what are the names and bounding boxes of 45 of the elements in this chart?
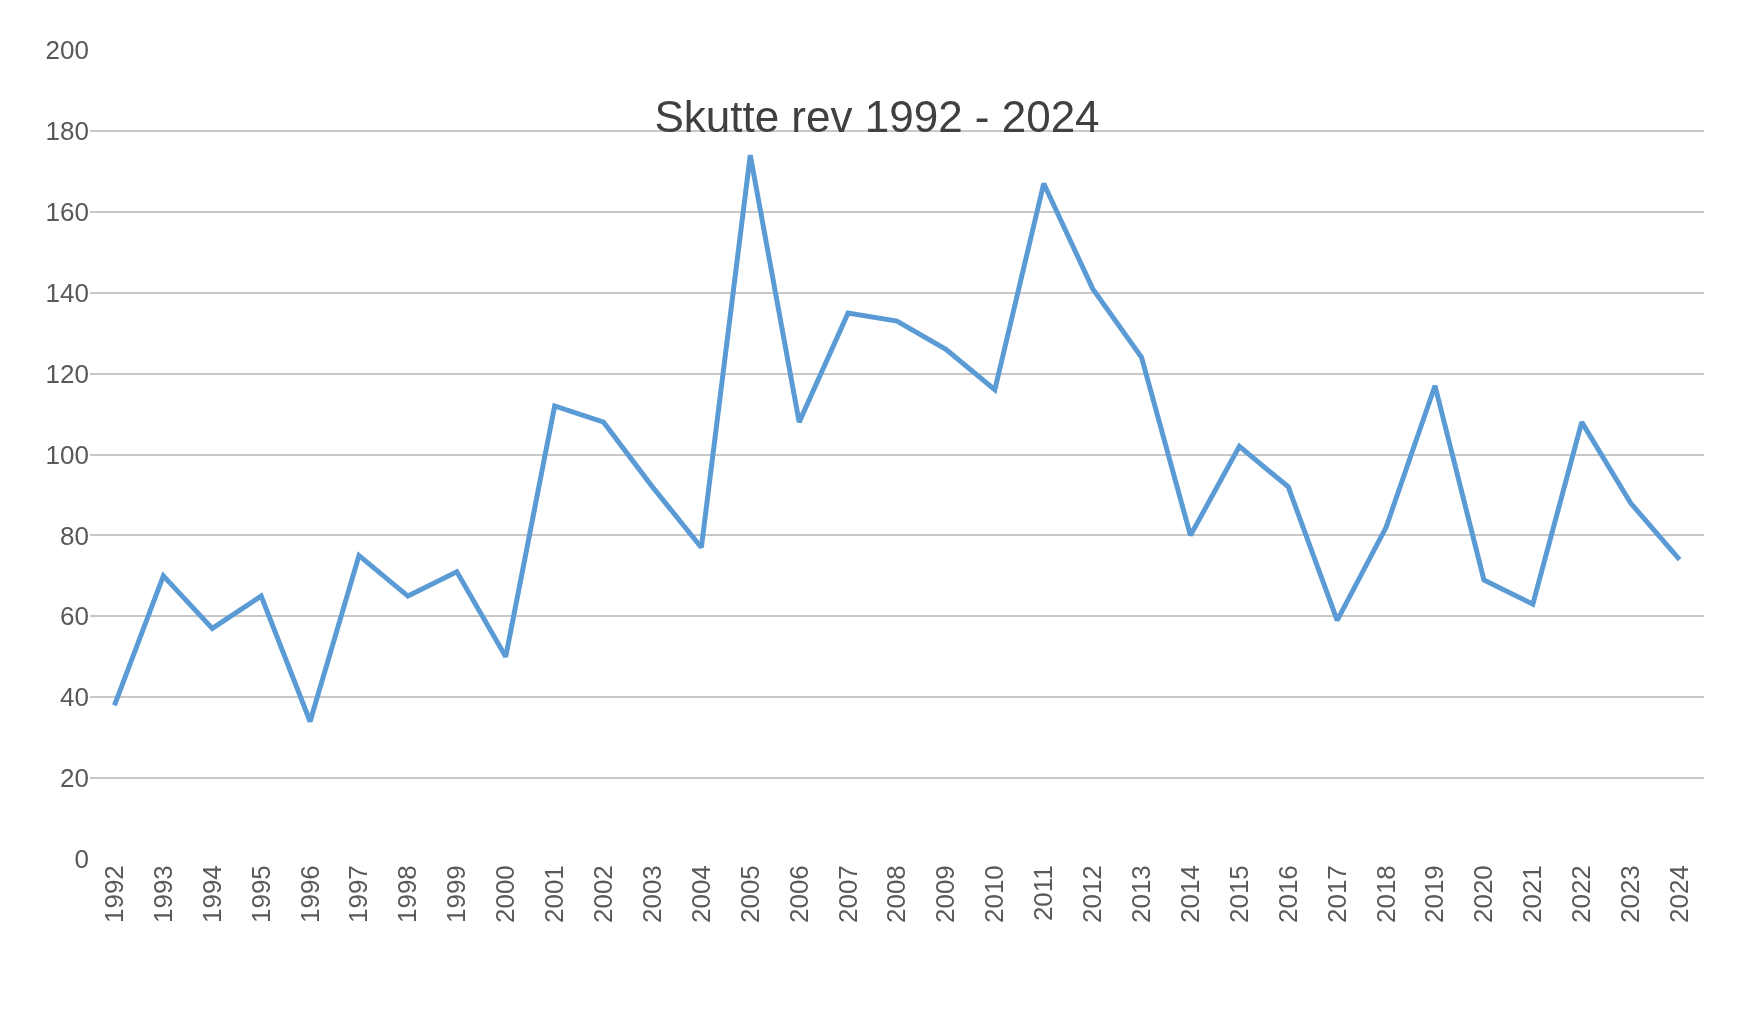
x-tick-label: 2014: [1174, 865, 1205, 924]
x-tick-label: 1992: [98, 865, 129, 924]
x-tick-label: 1997: [343, 865, 374, 924]
x-tick-label: 2004: [685, 865, 716, 924]
x-tick-label: 2003: [636, 865, 667, 924]
x-tick-label: 1998: [392, 865, 423, 924]
x-tick-label: 2010: [979, 865, 1010, 924]
text: Skutte rev 1992 - 2024: [654, 91, 1100, 141]
y-tick-label: 200: [45, 35, 89, 66]
y-tick-label: 60: [60, 601, 89, 632]
x-tick-label: 2021: [1517, 865, 1548, 924]
x-tick-label: 2018: [1370, 865, 1401, 924]
y-tick-label: 0: [74, 844, 89, 875]
x-tick-label: 2022: [1566, 865, 1597, 924]
x-tick-label: 2019: [1419, 865, 1450, 924]
x-tick-label: 1996: [294, 865, 325, 924]
x-tick-label: 2017: [1321, 865, 1352, 924]
x-tick-label: 2002: [588, 865, 618, 924]
y-tick-label: 140: [45, 277, 89, 308]
x-tick-label: 2006: [783, 865, 814, 924]
y-tick-label: 80: [60, 520, 89, 551]
x-tick-label: 2012: [1077, 865, 1108, 924]
x-tick-label: 2015: [1223, 865, 1254, 924]
x-tick-label: 2005: [734, 865, 765, 924]
x-tick-label: 2016: [1272, 865, 1303, 924]
y-tick-label: 180: [45, 116, 89, 146]
y-tick-label: 20: [60, 763, 89, 794]
x-tick-label: 2024: [1664, 865, 1694, 924]
x-tick-label: 2020: [1468, 865, 1499, 924]
y-tick-label: 100: [45, 439, 89, 470]
x-tick-label: 2008: [881, 865, 912, 924]
x-tick-label: 1994: [196, 865, 227, 924]
x-tick-label: 2000: [490, 865, 521, 924]
y-tick-label: 120: [45, 358, 89, 389]
x-tick-label: 2023: [1615, 865, 1646, 924]
x-tick-label: 2001: [539, 865, 570, 924]
x-tick-label: 2009: [930, 865, 961, 924]
x-tick-label: 1995: [245, 865, 276, 924]
x-tick-label: 1993: [147, 865, 178, 924]
x-tick-label: 2007: [832, 865, 863, 924]
x-tick-label: 1999: [441, 865, 472, 924]
y-tick-label: 160: [45, 196, 89, 227]
x-tick-label: 2013: [1126, 865, 1156, 924]
x-tick-label: 2011: [1028, 865, 1059, 922]
y-tick-label: 40: [60, 682, 89, 713]
